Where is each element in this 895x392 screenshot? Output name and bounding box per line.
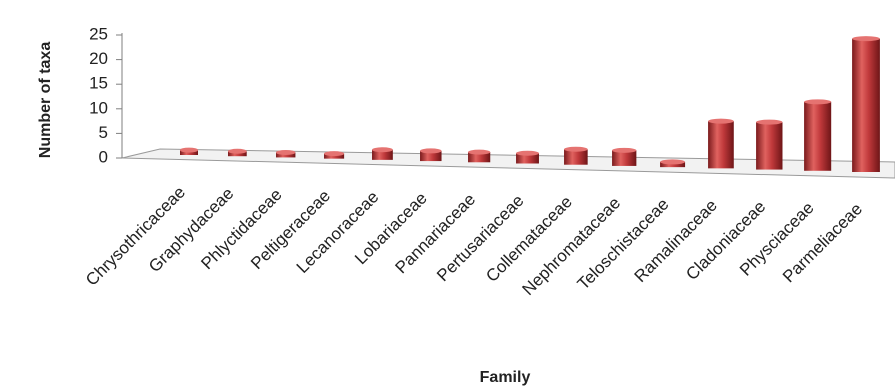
bar (516, 150, 539, 164)
bar-top (324, 151, 345, 157)
bar-body (612, 150, 637, 166)
bar (468, 149, 491, 163)
bar (804, 99, 832, 171)
x-axis-title: Family (480, 369, 531, 386)
bar-body (660, 161, 686, 168)
y-tick-label: 5 (99, 123, 108, 142)
bar-body (324, 153, 345, 159)
y-tick-label: 0 (99, 147, 108, 166)
x-tick-label: Teloschistaceae (574, 195, 673, 294)
bar (228, 148, 247, 157)
y-tick-label: 20 (89, 49, 108, 68)
bar-body (420, 150, 442, 162)
bar (612, 147, 637, 166)
bar (420, 148, 442, 162)
bar-top (612, 147, 637, 153)
floor (121, 148, 895, 179)
bar (180, 147, 198, 155)
x-tick-label: Graphydaceae (145, 184, 237, 276)
bar-body (756, 122, 783, 170)
bar-body (372, 149, 393, 160)
bar (756, 119, 783, 170)
bar (324, 151, 345, 159)
bar-body (708, 121, 734, 169)
x-tick-label: Collemataceae (482, 192, 576, 286)
bar-body (468, 152, 491, 163)
bar (276, 149, 296, 158)
y-tick-label: 15 (89, 74, 108, 93)
bar-top (804, 99, 832, 105)
bar-top (564, 146, 588, 152)
bar-top (756, 119, 783, 125)
y-tick-label: 10 (89, 98, 108, 117)
bar (708, 118, 734, 169)
bar (660, 159, 686, 168)
bar-body (516, 153, 539, 164)
bar-top (468, 149, 491, 155)
x-tick-label: Pertusariaceae (433, 191, 527, 285)
bar (564, 146, 588, 165)
bar-top (852, 36, 880, 42)
bar-top (516, 150, 539, 156)
bar (852, 36, 880, 172)
bar-body (852, 38, 880, 172)
y-tick-label: 25 (89, 24, 108, 43)
bar-body (804, 101, 832, 171)
bar-top (660, 159, 686, 165)
bar-top (420, 148, 442, 154)
bar-top (372, 147, 393, 153)
bar-top (228, 148, 247, 154)
bar-top (180, 147, 198, 153)
bar-body (564, 149, 588, 165)
bar-top (276, 149, 296, 155)
y-axis-title: Number of taxa (37, 42, 54, 159)
bar-top (708, 118, 734, 124)
bar (372, 147, 393, 160)
